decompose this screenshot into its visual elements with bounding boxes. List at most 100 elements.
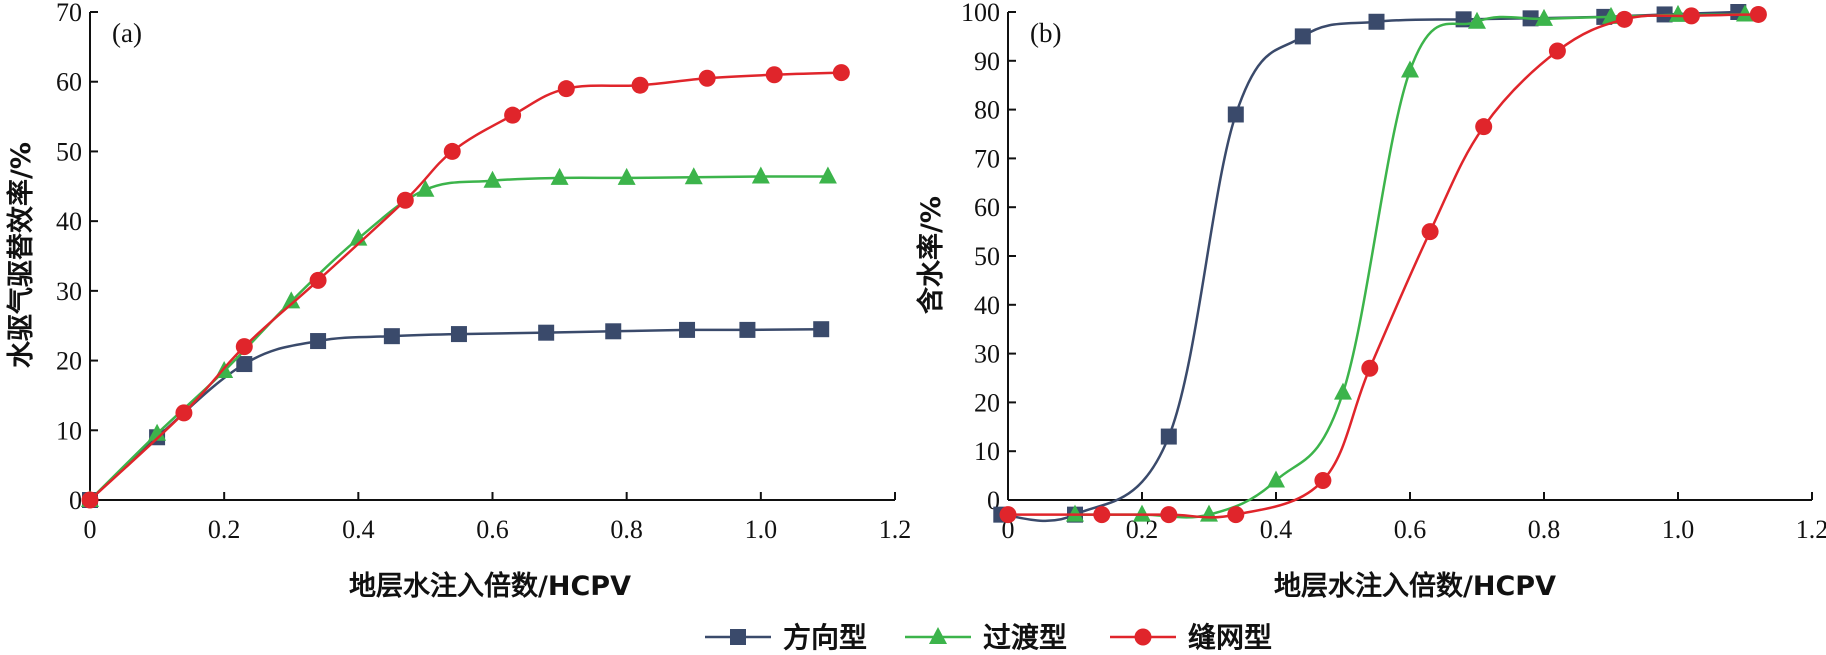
- data-point: [1401, 60, 1419, 78]
- data-point: [1294, 28, 1311, 45]
- y-tick-label: 60: [974, 193, 1000, 222]
- series-circle: [999, 5, 1767, 524]
- legend-item: 缝网型: [1110, 621, 1272, 654]
- data-point: [175, 404, 193, 422]
- data-point: [236, 356, 253, 373]
- y-tick-label: 30: [974, 340, 1000, 369]
- data-point: [1093, 506, 1111, 524]
- y-tick-label: 20: [56, 347, 82, 376]
- y-tick-label: 0: [69, 486, 82, 515]
- data-point: [148, 423, 167, 441]
- data-point: [450, 326, 467, 343]
- data-point: [765, 66, 783, 84]
- x-tick-label: 0.6: [476, 515, 509, 544]
- legend: 方向型 过渡型 缝网型: [705, 621, 1272, 654]
- data-point: [550, 167, 569, 185]
- data-point: [631, 76, 649, 94]
- legend-label: 方向型: [783, 621, 867, 654]
- data-point: [396, 191, 414, 209]
- y-tick-label: 60: [56, 68, 82, 97]
- y-tick-label: 40: [974, 291, 1000, 320]
- data-point: [310, 333, 327, 350]
- data-point: [1468, 11, 1486, 29]
- data-point: [1669, 4, 1687, 22]
- legend-marker: [1134, 628, 1152, 646]
- y-tick-label: 50: [974, 242, 1000, 271]
- data-point: [1615, 10, 1633, 28]
- y-tick-label: 80: [974, 96, 1000, 125]
- y-tick-label: 70: [974, 144, 1000, 173]
- data-point: [557, 80, 575, 98]
- x-tick-label: 0.8: [610, 515, 643, 544]
- series-line: [89, 71, 842, 501]
- y-tick-label: 50: [56, 137, 82, 166]
- data-point: [1475, 118, 1493, 136]
- legend-item: 过渡型: [905, 621, 1067, 654]
- x-tick-label: 1.2: [1796, 515, 1826, 544]
- x-tick-label: 0.2: [208, 515, 241, 544]
- panel-label: (a): [112, 18, 142, 48]
- data-point: [813, 321, 830, 338]
- data-point: [504, 106, 522, 124]
- y-tick-label: 30: [56, 277, 82, 306]
- x-axis-label: 地层水注入倍数/HCPV: [1274, 570, 1556, 602]
- x-tick-label: 1.0: [745, 515, 778, 544]
- data-point: [617, 167, 636, 185]
- y-tick-label: 40: [56, 207, 82, 236]
- data-point: [1548, 42, 1566, 60]
- data-point: [739, 321, 756, 338]
- data-point: [1602, 6, 1620, 24]
- data-point: [698, 69, 716, 87]
- x-axis-label: 地层水注入倍数/HCPV: [349, 570, 631, 602]
- x-tick-label: 0: [84, 515, 97, 544]
- data-point: [1736, 4, 1754, 22]
- series-square: [82, 321, 830, 508]
- data-point: [1682, 7, 1700, 25]
- series-circle: [81, 64, 850, 509]
- x-tick-label: 1.0: [1662, 515, 1695, 544]
- data-point: [1066, 504, 1084, 522]
- y-tick-label: 90: [974, 47, 1000, 76]
- data-point: [443, 142, 461, 160]
- data-point: [282, 291, 301, 309]
- y-tick-label: 10: [56, 416, 82, 445]
- data-point: [751, 166, 770, 184]
- data-point: [1421, 223, 1439, 241]
- legend-marker: [929, 627, 947, 644]
- series-line: [1008, 13, 1759, 519]
- data-point: [1368, 13, 1385, 30]
- data-point: [81, 491, 99, 509]
- data-point: [832, 64, 850, 82]
- x-tick-label: 0.4: [342, 515, 375, 544]
- data-point: [679, 321, 696, 338]
- y-tick-label: 10: [974, 437, 1000, 466]
- x-tick-label: 0.6: [1394, 515, 1427, 544]
- x-tick-label: 1.2: [879, 515, 912, 544]
- data-point: [235, 338, 253, 356]
- data-point: [605, 323, 622, 340]
- data-point: [1361, 359, 1379, 377]
- data-point: [1314, 471, 1332, 489]
- y-tick-label: 70: [56, 0, 82, 27]
- panel-label: (b): [1030, 18, 1061, 48]
- data-point: [684, 167, 703, 185]
- data-point: [1535, 8, 1553, 26]
- data-point: [538, 324, 555, 341]
- legend-item: 方向型: [705, 621, 867, 654]
- data-point: [999, 506, 1017, 524]
- x-tick-label: 0.4: [1260, 515, 1293, 544]
- data-point: [416, 179, 435, 197]
- data-point: [1227, 106, 1244, 123]
- data-point: [1267, 470, 1285, 488]
- data-point: [1160, 506, 1178, 524]
- legend-label: 缝网型: [1188, 621, 1272, 654]
- legend-marker: [730, 629, 746, 645]
- chart-panel-a: 0 10 20 30 40 50 60 70 0 0.2 0.4 0.6 0.8 1.0 1.2 (a) 水驱气…: [5, 0, 911, 602]
- legend-label: 过渡型: [983, 621, 1067, 654]
- data-point: [818, 166, 837, 184]
- data-point: [1160, 428, 1177, 445]
- y-axis-label: 水驱气驱替效率/%: [5, 142, 37, 368]
- data-point: [1227, 506, 1245, 524]
